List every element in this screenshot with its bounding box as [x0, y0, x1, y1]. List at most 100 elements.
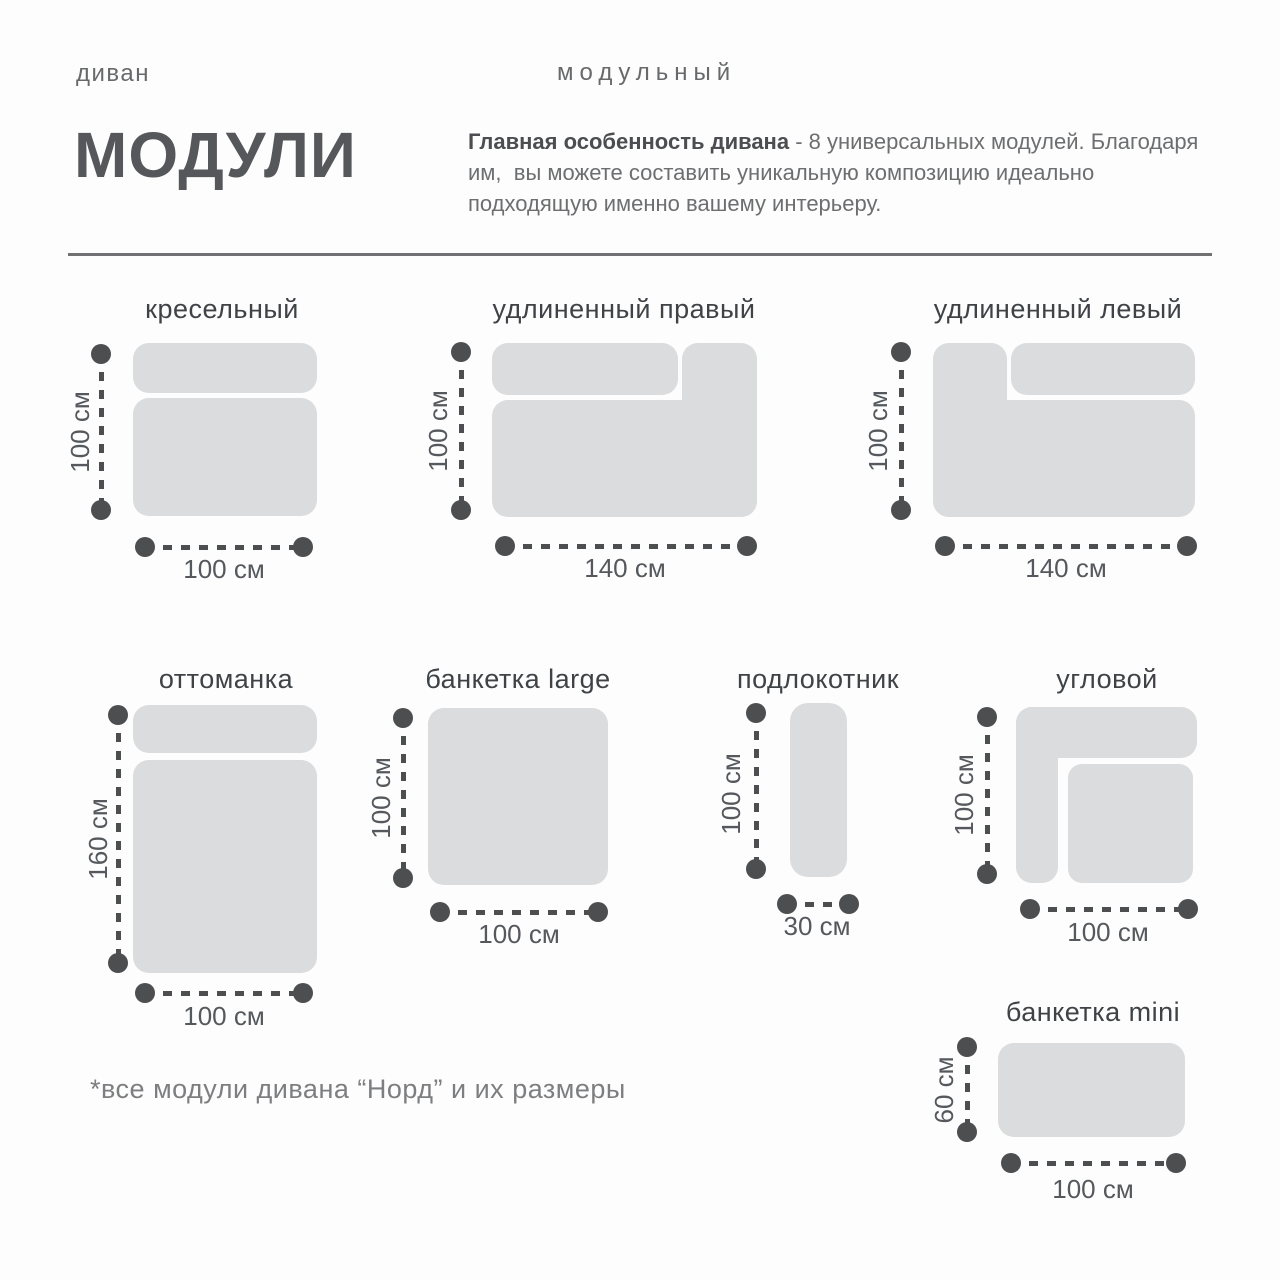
backrest-top-shape	[1016, 707, 1197, 758]
width-dimension-line	[505, 544, 747, 549]
intro-line-3: подходящую именно вашему интерьеру.	[468, 191, 882, 216]
seat-shape	[133, 398, 317, 516]
seat-shape	[1068, 764, 1193, 883]
dimension-dot	[746, 859, 766, 879]
module-title: удлиненный левый	[933, 294, 1183, 324]
height-dimension-line	[116, 715, 121, 963]
dimension-dot	[935, 536, 955, 556]
chaise-shape	[933, 343, 1007, 517]
dimension-dot	[588, 902, 608, 922]
width-dimension-label: 30 см	[783, 911, 851, 941]
height-dimension-line	[985, 717, 990, 874]
dimension-dot	[293, 537, 313, 557]
dimension-dot	[393, 708, 413, 728]
eyebrow-right: модульный	[557, 59, 737, 86]
dimension-dot	[1020, 899, 1040, 919]
dimension-dot	[135, 537, 155, 557]
module-title: кресельный	[145, 294, 299, 324]
module-title: банкетка mini	[1005, 997, 1181, 1027]
width-dimension-label: 140 см	[584, 553, 666, 583]
chaise-shape	[682, 343, 757, 517]
width-dimension-label: 100 см	[183, 554, 265, 584]
height-dimension-label: 100 см	[863, 390, 893, 472]
armrest-shape	[790, 703, 847, 877]
footnote: *все модули дивана “Норд” и их размеры	[90, 1074, 626, 1104]
height-dimension-line	[965, 1047, 970, 1132]
height-dimension-label: 100 см	[949, 754, 979, 836]
dimension-dot	[1166, 1153, 1186, 1173]
dimension-dot	[108, 705, 128, 725]
height-dimension-label: 60 см	[929, 1056, 959, 1124]
dimension-dot	[977, 864, 997, 884]
width-dimension-label: 100 см	[1067, 917, 1149, 947]
width-dimension-label: 140 см	[1025, 553, 1107, 583]
page-title: МОДУЛИ	[74, 119, 357, 191]
width-dimension-label: 100 см	[183, 1001, 265, 1031]
module-title: оттоманка	[158, 664, 294, 694]
dimension-dot	[777, 894, 797, 914]
seat-shape	[492, 400, 757, 517]
width-dimension-line	[1011, 1161, 1176, 1166]
dimension-dot	[451, 500, 471, 520]
dimension-dot	[393, 868, 413, 888]
width-dimension-line	[945, 544, 1187, 549]
seat-shape	[998, 1043, 1185, 1137]
height-dimension-line	[899, 352, 904, 510]
width-dimension-label: 100 см	[1052, 1174, 1134, 1204]
seat-shape	[933, 400, 1195, 517]
dimension-dot	[108, 953, 128, 973]
eyebrow-left: диван	[76, 60, 150, 87]
width-dimension-line	[1030, 907, 1188, 912]
height-dimension-label: 100 см	[65, 391, 95, 473]
intro-bold: Главная особенность дивана	[468, 129, 790, 154]
module-title: подлокотник	[736, 664, 900, 694]
dimension-dot	[957, 1122, 977, 1142]
height-dimension-line	[401, 718, 406, 878]
dimension-dot	[91, 500, 111, 520]
backrest-side-shape	[1016, 707, 1058, 883]
dimension-dot	[891, 500, 911, 520]
seat-shape	[133, 760, 317, 973]
height-dimension-label: 160 см	[83, 798, 113, 880]
width-dimension-line	[440, 910, 598, 915]
intro-line-2: им, вы можете составить уникальную компо…	[468, 160, 1095, 185]
dimension-dot	[957, 1037, 977, 1057]
dimension-dot	[1001, 1153, 1021, 1173]
intro-paragraph: Главная особенность дивана - 8 универсал…	[468, 126, 1228, 219]
dimension-dot	[135, 983, 155, 1003]
dimension-dot	[495, 536, 515, 556]
height-dimension-line	[754, 713, 759, 869]
module-title: угловой	[1056, 664, 1158, 694]
backrest-shape	[133, 705, 317, 753]
height-dimension-line	[459, 352, 464, 510]
width-dimension-line	[145, 991, 303, 996]
module-title: банкетка large	[425, 664, 611, 694]
dimension-dot	[451, 342, 471, 362]
dimension-dot	[891, 342, 911, 362]
seat-shape	[428, 708, 608, 885]
width-dimension-label: 100 см	[478, 919, 560, 949]
dimension-dot	[1177, 536, 1197, 556]
height-dimension-label: 100 см	[716, 753, 746, 835]
backrest-shape	[1011, 343, 1195, 395]
divider-line	[68, 253, 1212, 256]
dimension-dot	[1178, 899, 1198, 919]
width-dimension-line	[787, 902, 849, 907]
dimension-dot	[91, 344, 111, 364]
height-dimension-label: 100 см	[366, 757, 396, 839]
module-title: удлиненный правый	[492, 294, 756, 324]
backrest-shape	[133, 343, 317, 393]
intro-line-1-rest: - 8 универсальных модулей. Благодаря	[789, 129, 1199, 154]
dimension-dot	[746, 703, 766, 723]
intro-line-1: Главная особенность дивана - 8 универсал…	[468, 126, 1228, 157]
dimension-dot	[977, 707, 997, 727]
dimension-dot	[293, 983, 313, 1003]
backrest-shape	[492, 343, 678, 395]
dimension-dot	[430, 902, 450, 922]
dimension-dot	[737, 536, 757, 556]
width-dimension-line	[145, 545, 303, 550]
height-dimension-line	[99, 354, 104, 510]
height-dimension-label: 100 см	[423, 390, 453, 472]
dimension-dot	[839, 894, 859, 914]
